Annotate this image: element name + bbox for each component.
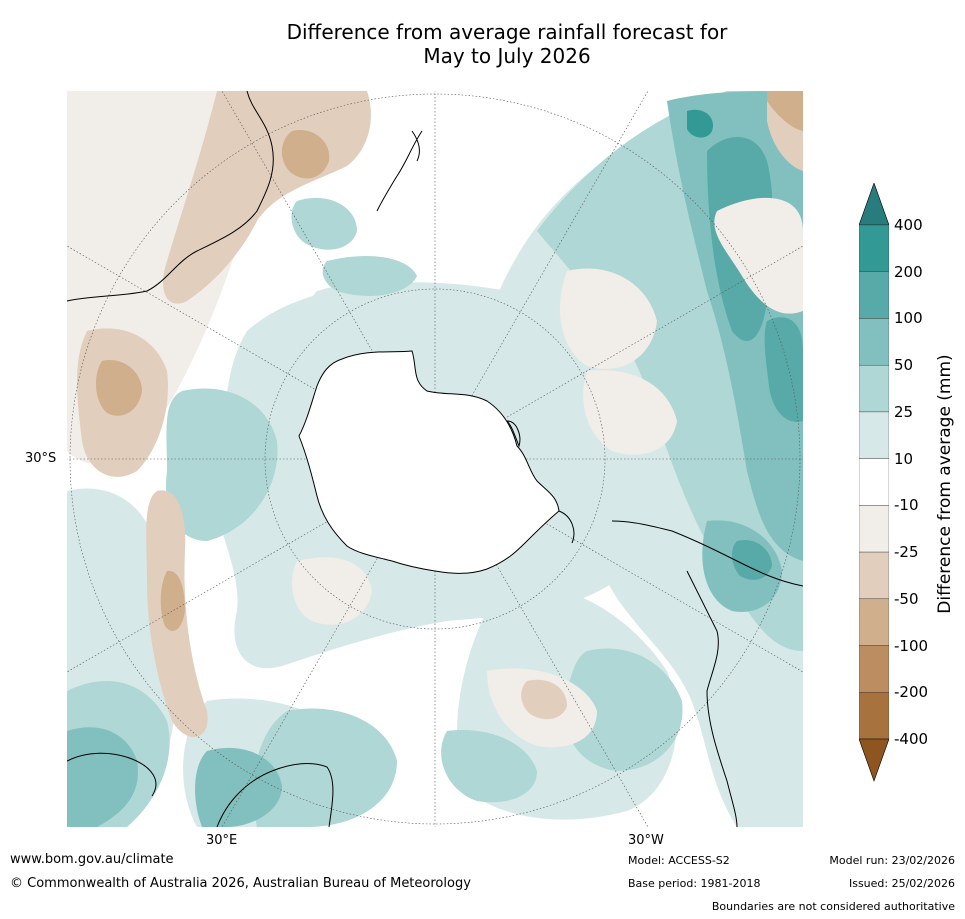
colorbar bbox=[859, 183, 889, 782]
colorbar-band-b_200_100 bbox=[859, 645, 889, 693]
colorbar-bands bbox=[859, 224, 889, 740]
footer-issued: Issued: 25/02/2026 bbox=[848, 877, 955, 890]
colorbar-band-b_25_10 bbox=[859, 505, 889, 553]
latitude-label-30s: 30°S bbox=[25, 451, 57, 466]
antarctica-outline bbox=[298, 350, 560, 574]
colorbar-tick-label: 400 bbox=[894, 216, 923, 234]
colorbar-tick-label: -100 bbox=[894, 636, 929, 655]
colorbar-tick-label: 50 bbox=[894, 356, 914, 375]
south-america-outline bbox=[611, 520, 803, 827]
colorbar-extend-high bbox=[859, 183, 889, 226]
chart-title: Difference from average rainfall forecas… bbox=[0, 20, 965, 68]
colorbar-tick-label: 10 bbox=[894, 449, 914, 468]
colorbar-tick-label: 25 bbox=[894, 402, 914, 421]
colorbar-tick-label: 200 bbox=[894, 262, 923, 281]
colorbar-band-b_100_50 bbox=[859, 598, 889, 646]
anomaly-minus50-100-regions bbox=[95, 91, 803, 631]
colorbar-title: Difference from average (mm) bbox=[935, 354, 955, 614]
rainfall-anomaly-map bbox=[67, 91, 803, 827]
colorbar-band-b10_25 bbox=[859, 411, 889, 459]
longitude-label-30w: 30°W bbox=[628, 833, 664, 848]
colorbar-band-b_50_25 bbox=[859, 551, 889, 600]
colorbar-band-b_400_200 bbox=[859, 692, 889, 740]
colorbar-tick-label: -400 bbox=[894, 730, 929, 748]
footer-model: Model: ACCESS-S2 bbox=[628, 854, 730, 867]
map-panel[interactable] bbox=[67, 91, 803, 827]
colorbar-tick-label: -25 bbox=[894, 543, 919, 562]
title-line-2: May to July 2026 bbox=[423, 44, 591, 68]
southern-africa-outline bbox=[67, 752, 334, 827]
colorbar-tick-label: -50 bbox=[894, 589, 919, 608]
australia-outline bbox=[67, 91, 274, 302]
title-line-1: Difference from average rainfall forecas… bbox=[286, 20, 728, 44]
new-zealand-outline bbox=[376, 130, 423, 212]
antarctic-peninsula bbox=[505, 420, 575, 544]
footer-base-period: Base period: 1981-2018 bbox=[628, 877, 761, 890]
footer-model-run: Model run: 23/02/2026 bbox=[829, 854, 955, 867]
colorbar-extend-low bbox=[859, 738, 889, 782]
colorbar-band-b200_400 bbox=[859, 224, 889, 272]
colorbar-tick-label: 100 bbox=[894, 309, 923, 328]
longitude-label-30e: 30°E bbox=[206, 833, 238, 848]
colorbar-band-b100_200 bbox=[859, 271, 889, 319]
footer-disclaimer: Boundaries are not considered authoritat… bbox=[711, 900, 955, 913]
graticule-meridians bbox=[67, 91, 803, 827]
colorbar-band-b25_50 bbox=[859, 364, 889, 413]
colorbar-band-b50_100 bbox=[859, 318, 889, 366]
anomaly-200-400-regions bbox=[687, 109, 713, 138]
colorbar-tick-label: -200 bbox=[894, 683, 929, 702]
colorbar-tick-label: -10 bbox=[894, 496, 919, 515]
colorbar-band-b_10_10 bbox=[859, 458, 889, 506]
footer-copyright: © Commonwealth of Australia 2026, Austra… bbox=[10, 876, 471, 891]
footer-url[interactable]: www.bom.gov.au/climate bbox=[10, 852, 174, 867]
